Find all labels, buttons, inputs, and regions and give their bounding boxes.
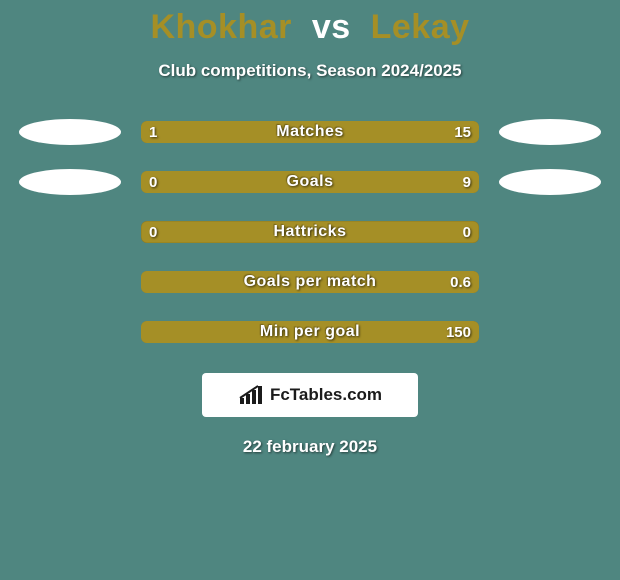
subtitle: Club competitions, Season 2024/2025 <box>0 61 620 81</box>
stat-bar: 0 Hattricks 0 <box>141 221 479 243</box>
stat-bar: 1 Matches 15 <box>141 121 479 143</box>
comparison-card: Khokhar vs Lekay Club competitions, Seas… <box>0 0 620 580</box>
stat-bar: Goals per match 0.6 <box>141 271 479 293</box>
brand-text: FcTables.com <box>270 385 382 405</box>
stat-row: Min per goal 150 <box>0 319 620 345</box>
stat-bar: 0 Goals 9 <box>141 171 479 193</box>
stat-value-right: 9 <box>463 171 471 193</box>
stat-row: Goals per match 0.6 <box>0 269 620 295</box>
page-title: Khokhar vs Lekay <box>0 0 620 47</box>
stat-label: Min per goal <box>141 321 479 343</box>
team-badge-right <box>499 119 601 145</box>
stat-row: 0 Hattricks 0 <box>0 219 620 245</box>
title-vs: vs <box>312 8 351 46</box>
date-line: 22 february 2025 <box>0 437 620 457</box>
team-badge-right <box>499 169 601 195</box>
stat-rows: 1 Matches 15 0 Goals 9 0 Hattr <box>0 119 620 345</box>
stat-label: Matches <box>141 121 479 143</box>
title-left-player: Khokhar <box>150 8 291 46</box>
brand-box: FcTables.com <box>202 373 418 417</box>
stat-label: Hattricks <box>141 221 479 243</box>
stat-value-right: 15 <box>454 121 471 143</box>
stat-label: Goals <box>141 171 479 193</box>
stat-value-right: 150 <box>446 321 471 343</box>
stat-label: Goals per match <box>141 271 479 293</box>
team-badge-left <box>19 119 121 145</box>
stat-row: 1 Matches 15 <box>0 119 620 145</box>
team-badge-left <box>19 169 121 195</box>
stat-value-right: 0.6 <box>450 271 471 293</box>
title-right-player: Lekay <box>371 8 470 46</box>
stat-row: 0 Goals 9 <box>0 169 620 195</box>
stat-value-right: 0 <box>463 221 471 243</box>
stat-bar: Min per goal 150 <box>141 321 479 343</box>
brand-chart-icon <box>238 384 264 406</box>
